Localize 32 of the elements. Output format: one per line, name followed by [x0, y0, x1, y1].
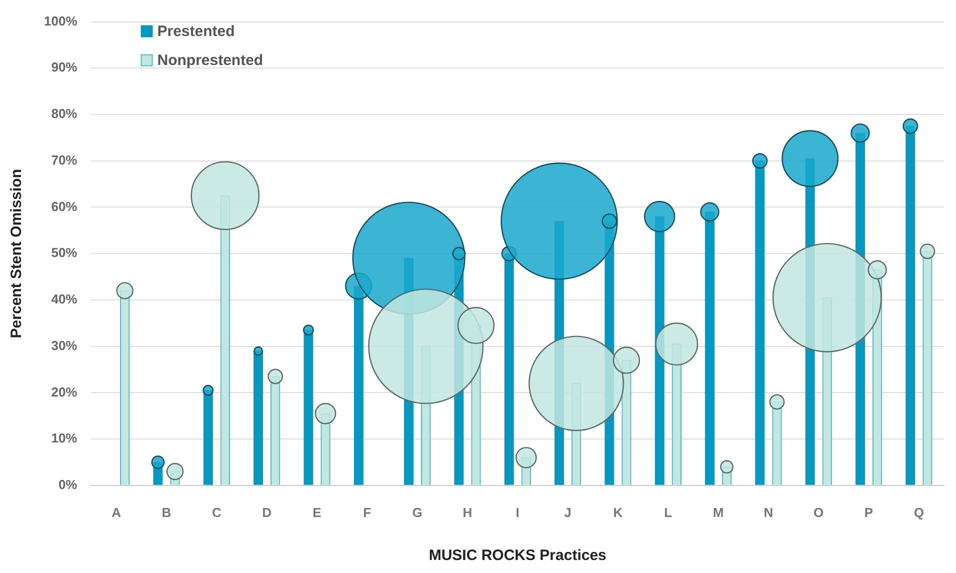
x-tick-label: L — [664, 504, 672, 520]
x-axis-title: MUSIC ROCKS Practices — [428, 547, 606, 564]
x-tick-label: Q — [914, 504, 924, 520]
y-tick-label: 20% — [51, 384, 78, 400]
y-tick-label: 70% — [51, 152, 78, 168]
x-tick-label: C — [212, 504, 222, 520]
x-tick-label: H — [462, 504, 472, 520]
y-tick-label: 10% — [51, 430, 78, 446]
x-tick-label: J — [564, 504, 572, 520]
y-tick-label: 0% — [58, 476, 78, 492]
x-tick-label: N — [764, 504, 774, 520]
x-tick-label: K — [613, 504, 624, 520]
legend-label: Nonprestented — [157, 52, 264, 69]
x-tick-label: O — [814, 504, 824, 520]
x-tick-label: E — [312, 504, 322, 520]
y-tick-label: 30% — [51, 338, 78, 353]
x-tick-label: M — [712, 504, 724, 520]
y-tick-label: 40% — [51, 292, 78, 307]
x-tick-label: G — [412, 504, 422, 520]
legend-label: Prestented — [157, 22, 235, 40]
x-tick-label: F — [363, 504, 372, 520]
y-tick-label: 100% — [44, 13, 78, 28]
x-tick-label: I — [516, 504, 520, 520]
x-tick-label: P — [864, 504, 874, 520]
x-tick-label: D — [262, 504, 272, 520]
y-tick-label: 90% — [51, 60, 78, 75]
y-tick-label: 50% — [51, 245, 78, 260]
y-axis-title: Percent Stent Omission — [8, 168, 26, 338]
y-tick-label: 80% — [51, 106, 78, 122]
x-tick-label: B — [162, 504, 172, 520]
y-tick-label: 60% — [51, 198, 78, 214]
x-tick-label: A — [112, 504, 122, 520]
